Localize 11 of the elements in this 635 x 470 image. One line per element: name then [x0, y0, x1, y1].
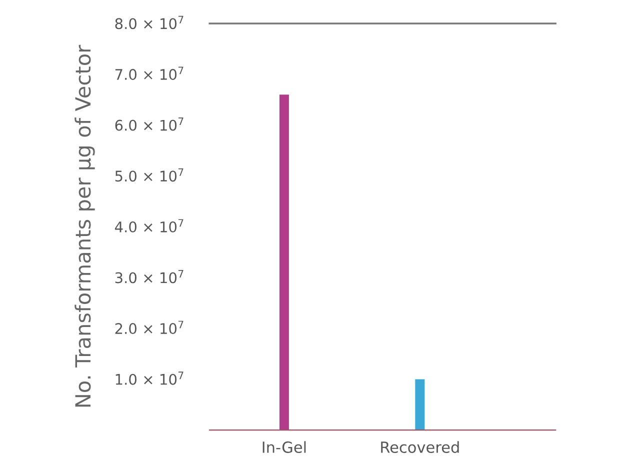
y-axis-title: No. Transformants per µg of Vector [74, 44, 95, 407]
y-tick-label: 4.0 × 10$^{7}$ [114, 219, 184, 232]
y-tick-label: 7.0 × 10$^{7}$ [115, 66, 184, 80]
y-tick-label: 6.0 × 10$^{7}$ [115, 118, 184, 131]
x-tick-label: Recovered [381, 441, 459, 453]
y-tick-label: 3.0 × 10$^{7}$ [115, 270, 184, 284]
x-tick-label: In-Gel [262, 441, 306, 453]
y-tick-label: 1.0 × 10$^{7}$ [116, 372, 184, 385]
y-tick-label: 5.0 × 10$^{7}$ [115, 168, 184, 182]
y-tick-label: 2.0 × 10$^{7}$ [115, 320, 184, 334]
y-tick-label: 8.0 × 10$^{7}$ [115, 16, 184, 30]
